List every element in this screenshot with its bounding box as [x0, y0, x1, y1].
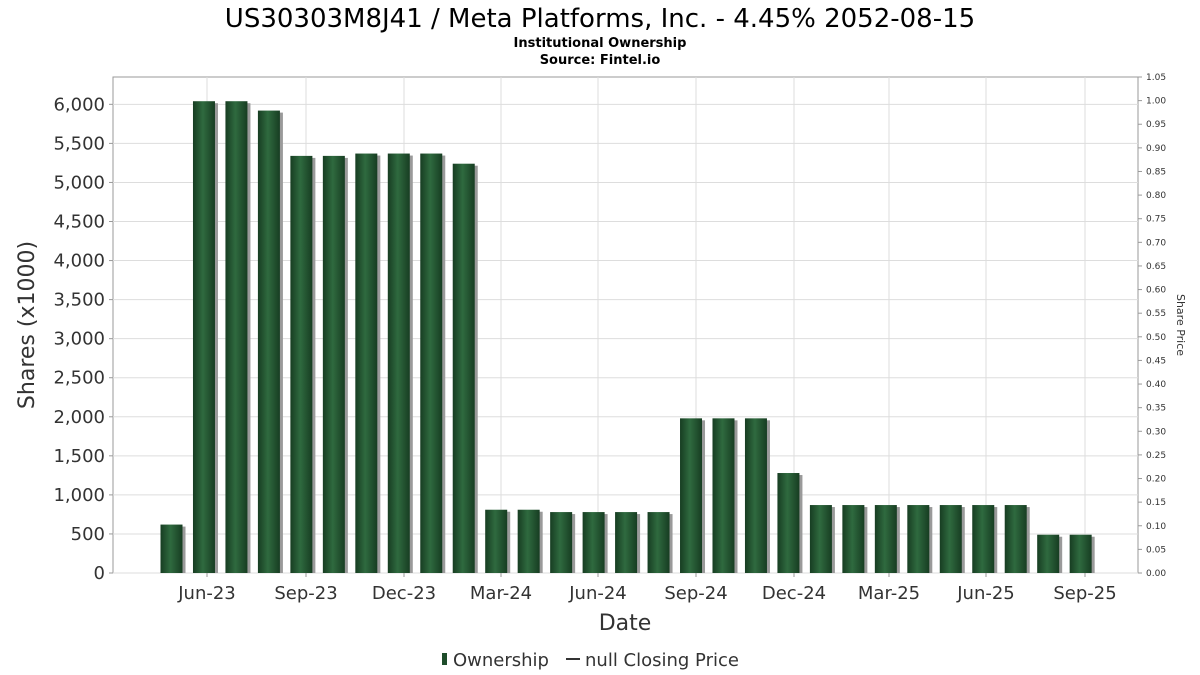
ownership-bar [322, 155, 345, 573]
y-axis-label: Shares (x1000) [15, 241, 40, 409]
right-tick-label: 0.90 [1146, 144, 1166, 154]
y-tick-label: 2,500 [53, 368, 105, 389]
ownership-bar [842, 505, 865, 573]
ownership-bar [1069, 534, 1092, 573]
y-axis-ticks: 0 500 1,000 1,500 2,000 2,500 3,000 3,500 4,000 4… [53, 94, 113, 584]
chart-subtitle-line-2: Source: Fintel.io [540, 53, 661, 68]
x-tick-label: Mar-25 [858, 583, 920, 604]
ownership-bar [615, 512, 638, 573]
ownership-bar [420, 153, 443, 573]
y-tick-label: 5,000 [53, 172, 105, 193]
x-tick-label: Sep-25 [1053, 583, 1116, 604]
ownership-bar [712, 418, 735, 573]
right-tick-label: 0.40 [1146, 380, 1166, 390]
y-tick-label: 4,500 [53, 212, 105, 233]
right-axis-label: Share Price [1174, 294, 1187, 356]
chart-title: US30303M8J41 / Meta Platforms, Inc. - 4.… [225, 4, 975, 34]
right-tick-label: 0.60 [1146, 286, 1166, 296]
ownership-bar [809, 505, 832, 573]
y-tick-label: 1,000 [53, 485, 105, 506]
x-tick-label: Jun-23 [177, 583, 236, 604]
y-tick-label: 3,500 [53, 290, 105, 311]
x-tick-label: Dec-23 [372, 583, 436, 604]
right-tick-label: 0.65 [1146, 262, 1166, 272]
right-tick-label: 0.20 [1146, 475, 1166, 485]
ownership-bar [257, 110, 280, 573]
y-tick-label: 0 [94, 563, 105, 584]
x-axis-label: Date [599, 611, 652, 636]
right-tick-label: 0.70 [1146, 238, 1166, 248]
legend-ownership-label: Ownership [453, 650, 549, 671]
x-tick-label: Jun-24 [568, 583, 627, 604]
x-tick-label: Sep-23 [274, 583, 337, 604]
right-axis-ticks: 0.00 0.05 0.10 0.15 0.20 0.25 0.30 0.35 0.40 0.45… [1138, 73, 1166, 579]
ownership-bar [1037, 534, 1060, 573]
ownership-bar [907, 505, 930, 573]
x-tick-label: Dec-24 [762, 583, 826, 604]
right-tick-label: 0.85 [1146, 167, 1166, 177]
y-tick-label: 3,000 [53, 329, 105, 350]
right-tick-label: 1.00 [1146, 97, 1166, 107]
ownership-bar [777, 473, 800, 573]
x-tick-label: Jun-25 [956, 583, 1015, 604]
chart-subtitle-line-1: Institutional Ownership [514, 36, 687, 51]
right-tick-label: 1.05 [1146, 73, 1166, 83]
ownership-bar [874, 505, 897, 573]
right-tick-label: 0.35 [1146, 404, 1166, 414]
ownership-bar [387, 153, 410, 573]
y-tick-label: 4,000 [53, 251, 105, 272]
right-tick-label: 0.45 [1146, 356, 1166, 366]
x-tick-label: Mar-24 [470, 583, 532, 604]
ownership-bar [1004, 505, 1027, 573]
y-tick-label: 500 [71, 524, 105, 545]
y-tick-label: 5,500 [53, 133, 105, 154]
ownership-bar [550, 512, 573, 573]
ownership-bar [225, 101, 248, 573]
right-tick-label: 0.00 [1146, 569, 1166, 579]
ownership-bar [452, 163, 475, 573]
x-tick-label: Sep-24 [664, 583, 727, 604]
y-tick-label: 2,000 [53, 407, 105, 428]
bar-series [160, 101, 1095, 573]
ownership-bar [517, 509, 540, 573]
right-tick-label: 0.15 [1146, 498, 1166, 508]
ownership-bar [939, 505, 962, 573]
legend-closing-price-label: null Closing Price [585, 650, 739, 671]
right-tick-label: 0.55 [1146, 309, 1166, 319]
legend-ownership-swatch [442, 653, 447, 665]
right-tick-label: 0.30 [1146, 427, 1166, 437]
ownership-bar [355, 153, 378, 573]
ownership-bar [647, 512, 670, 573]
plot-area [112, 76, 1139, 574]
ownership-bar [744, 418, 767, 573]
legend: Ownership null Closing Price [442, 650, 739, 671]
right-tick-label: 0.80 [1146, 191, 1166, 201]
ownership-bar [160, 524, 183, 573]
right-tick-label: 0.50 [1146, 333, 1166, 343]
y-tick-label: 1,500 [53, 446, 105, 467]
y-tick-label: 6,000 [53, 94, 105, 115]
ownership-bar [680, 418, 703, 573]
right-tick-label: 0.95 [1146, 120, 1166, 130]
right-tick-label: 0.10 [1146, 522, 1166, 532]
right-tick-label: 0.75 [1146, 215, 1166, 225]
ownership-bar [290, 155, 313, 573]
right-tick-label: 0.25 [1146, 451, 1166, 461]
ownership-bar [582, 512, 605, 573]
right-tick-label: 0.05 [1146, 545, 1166, 555]
ownership-bar [485, 509, 508, 573]
ownership-bar [192, 101, 215, 573]
ownership-bar [972, 505, 995, 573]
x-axis-ticks: Jun-23 Sep-23 Dec-23 Mar-24 Jun-24 Sep-24 Dec-… [177, 573, 1117, 604]
